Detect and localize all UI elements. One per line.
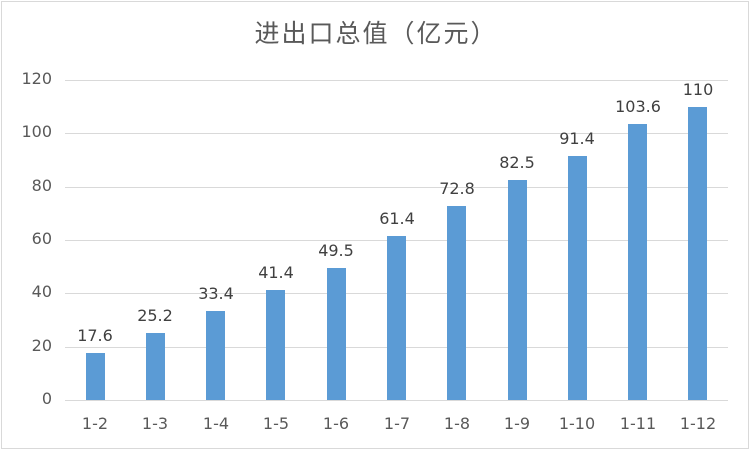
data-label: 61.4 (379, 209, 415, 228)
data-label: 91.4 (559, 129, 595, 148)
data-label: 82.5 (499, 153, 535, 172)
data-label: 17.6 (77, 326, 113, 345)
x-tick-label: 1-2 (81, 414, 109, 433)
x-tick-label: 1-7 (383, 414, 411, 433)
data-label: 110 (682, 80, 714, 99)
x-tick-label: 1-9 (503, 414, 531, 433)
data-label: 49.5 (318, 241, 354, 260)
bar (387, 236, 406, 400)
bar (688, 107, 707, 400)
y-tick-label: 100 (21, 122, 52, 141)
data-label: 41.4 (258, 263, 294, 282)
data-label: 33.4 (198, 284, 234, 303)
x-tick-label: 1-11 (619, 414, 657, 433)
x-tick-label: 1-4 (202, 414, 230, 433)
gridline (65, 400, 728, 401)
gridline (65, 187, 728, 188)
x-tick-label: 1-3 (141, 414, 169, 433)
y-tick-label: 20 (31, 336, 52, 355)
bar (447, 206, 466, 400)
bar (86, 353, 105, 400)
bar (206, 311, 225, 400)
chart-title: 进出口总值（亿元） (254, 19, 498, 48)
data-label: 103.6 (615, 97, 661, 116)
bar (568, 156, 587, 400)
data-label: 25.2 (137, 306, 173, 325)
x-tick-label: 1-10 (558, 414, 596, 433)
gridline (65, 133, 728, 134)
bar (327, 268, 346, 400)
bar (266, 290, 285, 400)
bar (146, 333, 165, 400)
x-tick-label: 1-8 (443, 414, 471, 433)
y-tick-label: 60 (31, 229, 52, 248)
x-tick-label: 1-5 (262, 414, 290, 433)
bar (508, 180, 527, 400)
y-tick-label: 0 (41, 389, 52, 408)
y-tick-label: 40 (31, 282, 52, 301)
bar (628, 124, 647, 400)
data-label: 72.8 (439, 179, 475, 198)
x-tick-label: 1-12 (679, 414, 717, 433)
y-tick-label: 80 (31, 176, 52, 195)
gridline (65, 80, 728, 81)
x-tick-label: 1-6 (322, 414, 350, 433)
y-tick-label: 120 (21, 69, 52, 88)
